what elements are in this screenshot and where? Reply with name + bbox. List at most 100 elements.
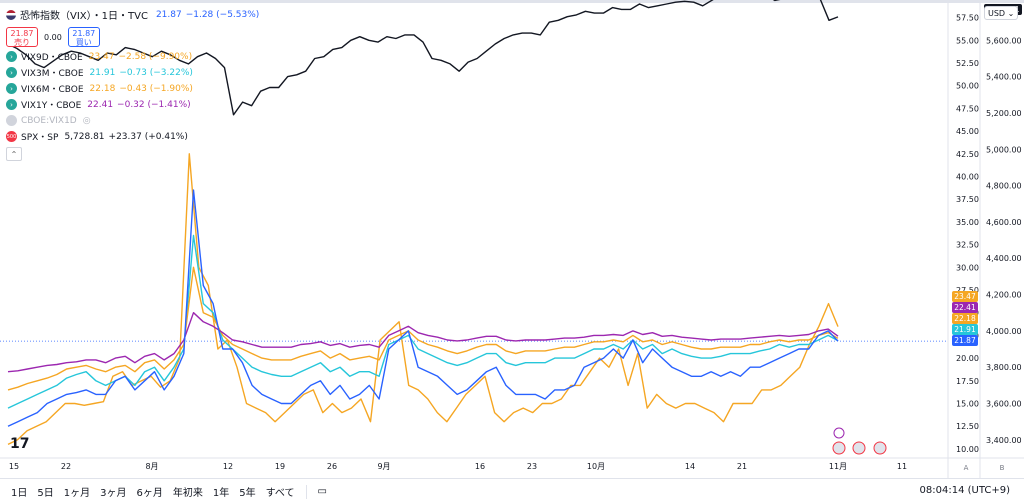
study-symbol: VIX9D・CBOE [21, 53, 83, 63]
range-button-3m[interactable]: 3ヶ月 [100, 488, 127, 499]
study-change: −2.58 (−9.90%) [118, 51, 193, 62]
study-icon [6, 115, 17, 126]
series-line-vix3m [7, 234, 839, 409]
study-symbol: VIX6M・CBOE [21, 85, 84, 95]
study-symbol: VIX1Y・CBOE [21, 101, 82, 111]
study-icon: › [6, 51, 17, 62]
us-economic-event-icon [852, 441, 866, 455]
right-axis-tick-label: 4,800.00 [986, 182, 1022, 191]
us-economic-event-icon [873, 441, 887, 455]
series-line-vix9d [7, 153, 839, 446]
us-economic-event-icon [832, 441, 846, 455]
left-axis-tick-label: 27.50 [956, 286, 979, 295]
bottom-toolbar: 1日 5日 1ヶ月 3ヶ月 6ヶ月 年初来 1年 5年 すべて ▭ 08:04:… [0, 478, 1024, 504]
x-axis-tick-label: 22 [61, 462, 71, 471]
study-row-vix9d[interactable]: › VIX9D・CBOE 23.47 −2.58 (−9.90%) [6, 49, 259, 64]
range-button-ytd[interactable]: 年初来 [172, 488, 203, 499]
currency-label: USD [988, 9, 1006, 18]
range-button-5y[interactable]: 5年 [239, 488, 256, 499]
axis-value-tag [952, 291, 978, 302]
right-axis-tick-label: 4,600.00 [986, 218, 1022, 227]
x-axis-tick-label: 9月 [377, 462, 390, 471]
sell-label: 売り [14, 38, 30, 47]
spread-value: 0.00 [44, 32, 62, 42]
sell-button[interactable]: 21.87 売り [6, 27, 38, 47]
axis-value-tag-text: 22.18 [954, 314, 976, 323]
left-axis-tick-label: 45.00 [956, 127, 979, 136]
study-icon: › [6, 67, 17, 78]
study-change: −0.32 (−1.41%) [117, 99, 191, 110]
left-axis-tick-label: 37.50 [956, 195, 979, 204]
right-axis-tick-label: 4,200.00 [986, 291, 1022, 300]
left-axis-tick-label: 10.00 [956, 445, 979, 454]
left-axis-tick-label: 50.00 [956, 82, 979, 91]
study-row-spx[interactable]: 500 SPX・SP 5,728.81 +23.37 (+0.41%) [6, 129, 259, 144]
right-axis-tick-label: 5,400.00 [986, 73, 1022, 82]
study-change: −0.73 (−3.22%) [119, 67, 193, 78]
x-axis-tick-label: 16 [475, 462, 485, 471]
axis-value-tag [952, 302, 978, 313]
series-line-vix [7, 189, 839, 427]
x-axis-tick-label: 8月 [145, 462, 158, 471]
buy-price: 21.87 [72, 29, 96, 38]
collapse-legend-button[interactable]: ⌃ [6, 147, 22, 161]
right-axis-tick-label: 3,600.00 [986, 400, 1022, 409]
study-row-vix1y[interactable]: › VIX1Y・CBOE 22.41 −0.32 (−1.41%) [6, 97, 259, 112]
x-axis-tick-label: 26 [327, 462, 337, 471]
last-value: 21.87 [155, 9, 182, 20]
range-button-1y[interactable]: 1年 [212, 488, 230, 499]
right-axis-tick-label: 3,800.00 [986, 363, 1022, 372]
right-axis-tick-label: 4,000.00 [986, 327, 1022, 336]
right-axis-tick-label: 5,000.00 [986, 145, 1022, 154]
auto-scale-button: A [964, 464, 969, 472]
change-value: −1.28 (−5.53%) [185, 9, 260, 20]
study-value: 23.47 [88, 51, 115, 62]
sell-price: 21.87 [10, 29, 34, 38]
left-axis-tick-label: 32.50 [956, 241, 979, 250]
range-button-5d[interactable]: 5日 [37, 488, 54, 499]
x-axis-tick-label: 19 [275, 462, 285, 471]
study-icon: › [6, 83, 17, 94]
left-axis-tick-label: 35.00 [956, 218, 979, 227]
study-row-vix1d[interactable]: CBOE:VIX1D ◎ [6, 113, 259, 128]
left-axis-tick-label: 12.50 [956, 422, 979, 431]
x-axis-tick-label: 11月 [829, 462, 847, 471]
series-line-spx [7, 0, 839, 116]
us-flag-icon [6, 9, 16, 20]
left-axis-tick-label: 30.00 [956, 263, 979, 272]
x-axis-tick-label: 10月 [587, 462, 605, 471]
axis-value-tag-text: 21.87 [954, 336, 976, 345]
buy-button[interactable]: 21.87 買い [67, 27, 100, 47]
log-scale-button: B [1000, 464, 1005, 472]
top-border [0, 0, 1024, 3]
price-chart[interactable]: 57.50 55.00 52.50 50.00 47.50 45.00 42.50 40.00… [0, 0, 1024, 478]
right-axis-tick-label: 3,400.00 [986, 436, 1022, 445]
study-row-vix3m[interactable]: › VIX3M・CBOE 21.91 −0.73 (−3.22%) [6, 65, 259, 80]
series-line-vix1y [7, 312, 839, 373]
left-axis-tick-label: 20.00 [956, 354, 979, 363]
x-axis-tick-label: 23 [527, 462, 537, 471]
range-button-1m[interactable]: 1ヶ月 [63, 488, 91, 499]
clock[interactable]: 08:04:14 (UTC+9) [919, 485, 1010, 496]
study-value: 22.18 [89, 83, 116, 94]
calendar-icon[interactable]: ▭ [317, 486, 327, 497]
study-row-vix6m[interactable]: › VIX6M・CBOE 22.18 −0.43 (−1.90%) [6, 81, 259, 96]
right-axis-tick-label: 5,600.00 [986, 36, 1022, 45]
spx-change: +23.37 (+0.41%) [108, 131, 188, 142]
main-series-header[interactable]: 恐怖指数（VIX）・1日・TVC 21.87 −1.28 (−5.53%) [6, 7, 259, 22]
range-button-1d[interactable]: 1日 [11, 488, 28, 499]
legend: 恐怖指数（VIX）・1日・TVC 21.87 −1.28 (−5.53%) 21… [6, 7, 259, 161]
left-axis-tick-label: 40.00 [956, 173, 979, 182]
left-axis-tick-label: 47.50 [956, 104, 979, 113]
range-button-6m[interactable]: 6ヶ月 [136, 488, 163, 499]
study-icon: › [6, 99, 17, 110]
left-axis-tick-label: 42.50 [956, 150, 979, 159]
left-axis-tick-label: 57.50 [956, 14, 979, 23]
series-line-vix6m [7, 266, 839, 391]
eye-hidden-icon[interactable]: ◎ [82, 115, 91, 126]
left-axis-tick-label: 52.50 [956, 59, 979, 68]
x-axis-tick-label: 21 [737, 462, 747, 471]
currency-selector[interactable]: USD ⌄ [984, 6, 1018, 20]
right-axis-tick-label: 4,400.00 [986, 254, 1022, 263]
range-button-all[interactable]: すべて [265, 488, 295, 499]
